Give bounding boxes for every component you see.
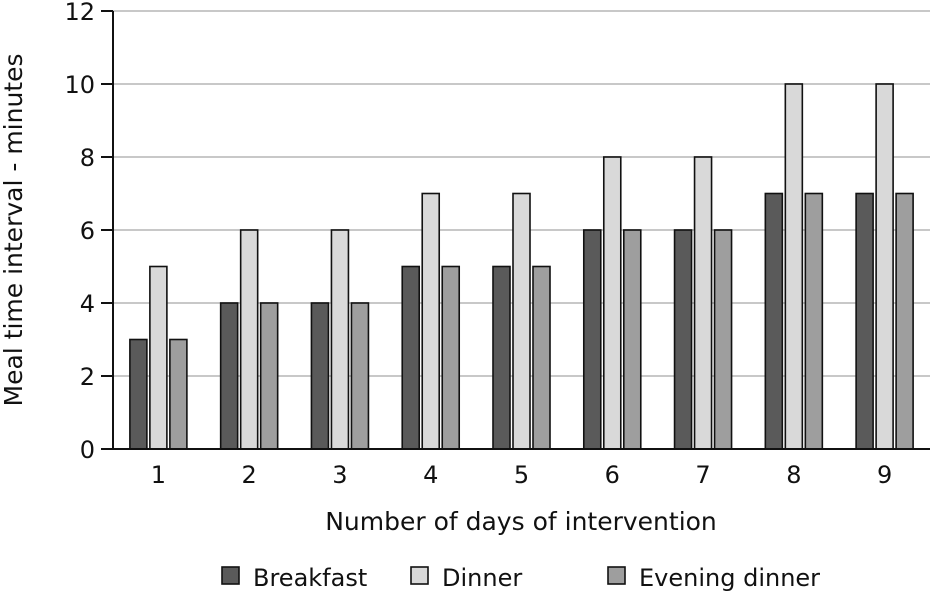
bar-evening-dinner-9 [895,192,914,450]
bar-evening-dinner-6 [622,229,642,450]
legend: Breakfast Dinner Evening dinner [221,564,820,592]
x-tick-label: 2 [242,461,257,489]
bar-breakfast-1 [129,338,148,450]
bar-dinner-6 [602,156,622,450]
legend-label: Evening dinner [639,564,820,592]
axes [101,10,930,450]
x-axis-label: Number of days of intervention [325,507,717,536]
bar-dinner-9 [875,83,894,450]
bar-dinner-1 [149,265,168,450]
bar-dinner-7 [693,156,713,450]
bar-evening-dinner-3 [350,302,370,450]
bar-breakfast-3 [310,302,330,450]
x-tick-label: 8 [786,461,801,489]
bar-dinner-4 [421,192,441,450]
bar-breakfast-6 [582,229,602,450]
x-tick-labels: 1 2 3 4 5 6 7 8 9 [151,461,893,489]
y-tick-label: 4 [80,290,95,318]
legend-item: Breakfast [221,564,367,592]
bar-breakfast-2 [219,302,239,450]
x-tick-label: 7 [695,461,710,489]
bar-dinner-5 [512,192,531,450]
x-tick-label: 3 [332,461,347,489]
bar-evening-dinner-7 [713,229,733,450]
bar-breakfast-4 [401,265,421,450]
x-tick-label: 5 [514,461,529,489]
bar-breakfast-5 [492,265,511,450]
bar-breakfast-9 [855,192,874,450]
x-tick-label: 6 [605,461,620,489]
y-tick-label: 8 [80,144,95,172]
legend-swatch [607,566,626,585]
legend-item: Evening dinner [607,564,820,592]
y-axis-label: Meal time interval - minutes [0,53,28,406]
bar-evening-dinner-5 [532,265,551,450]
bar-evening-dinner-4 [441,265,461,450]
x-tick-label: 4 [423,461,438,489]
bar-dinner-8 [784,83,804,450]
bar-dinner-3 [330,229,350,450]
bar-evening-dinner-2 [259,302,279,450]
y-tick-label: 0 [80,436,95,464]
bar-evening-dinner-1 [169,338,188,450]
bar-dinner-2 [239,229,259,450]
bar-breakfast-7 [673,229,693,450]
bar-breakfast-8 [764,192,784,450]
legend-item: Dinner [410,564,522,592]
legend-label: Dinner [442,564,522,592]
y-tick-label: 10 [64,71,95,99]
x-tick-label: 1 [151,461,166,489]
bars [129,83,914,450]
y-tick-label: 12 [64,0,95,26]
y-tick-label: 6 [80,217,95,245]
bar-evening-dinner-8 [804,192,824,450]
legend-swatch [410,566,429,585]
y-tick-label: 2 [80,363,95,391]
legend-swatch [221,566,240,585]
x-tick-label: 9 [877,461,892,489]
y-tick-labels: 0 2 4 6 8 10 12 [64,0,95,464]
legend-label: Breakfast [253,564,367,592]
